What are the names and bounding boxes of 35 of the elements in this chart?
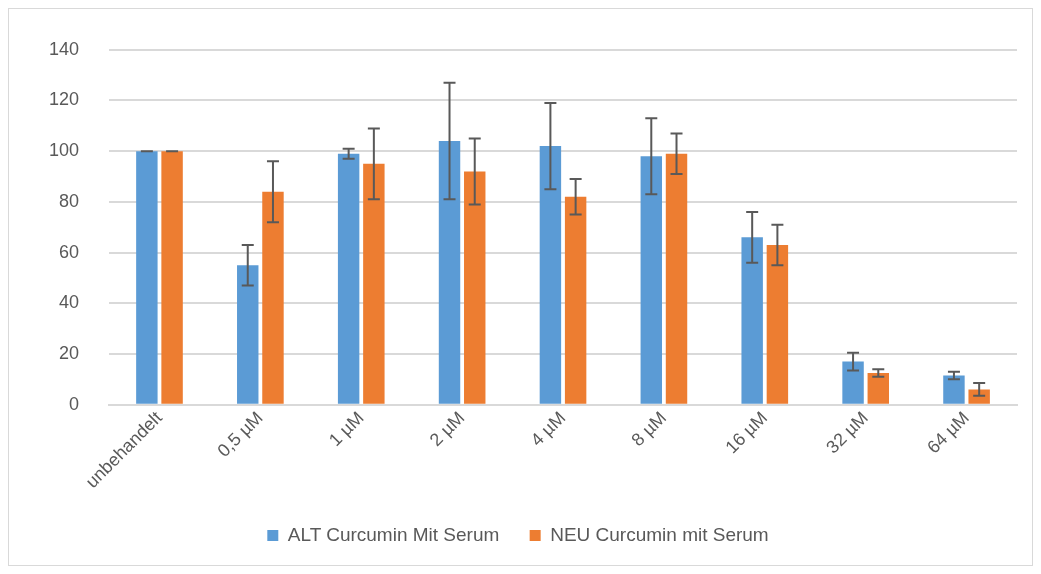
x-tick-label: 32 µM [822, 407, 873, 458]
x-tick-label: 4 µM [526, 407, 570, 451]
bar [564, 196, 587, 404]
bar [943, 375, 965, 404]
y-tick-label: 140 [48, 38, 80, 59]
bar [337, 153, 360, 404]
x-tick-label: 8 µM [627, 407, 671, 451]
bar [464, 171, 486, 404]
legend-label: NEU Curcumin mit Serum [550, 523, 769, 545]
y-tick-label: 60 [59, 241, 80, 262]
bar [867, 372, 889, 404]
y-tick-label: 120 [48, 89, 80, 110]
bar [363, 163, 385, 404]
bar [237, 265, 259, 404]
x-tick-label: 2 µM [425, 407, 469, 451]
bar [262, 191, 284, 404]
bar [136, 151, 158, 404]
bar [161, 151, 183, 404]
bar [741, 237, 763, 404]
bar [438, 141, 461, 404]
y-tick-label: 80 [59, 190, 80, 211]
bar [766, 244, 789, 404]
x-tick-label: 64 µM [923, 407, 973, 458]
bar [665, 153, 688, 404]
y-tick-label: 0 [69, 393, 80, 414]
y-tick-label: 40 [59, 292, 80, 313]
x-tick-label: 1 µM [324, 407, 368, 451]
x-tick-label: 16 µM [721, 407, 772, 458]
bar [842, 361, 864, 404]
x-tick-label: 0,5 µM [213, 407, 267, 461]
y-tick-label: 20 [59, 342, 80, 363]
y-tick-label: 100 [48, 140, 80, 161]
bar [640, 156, 663, 404]
bar [539, 146, 562, 404]
legend-label: ALT Curcumin Mit Serum [287, 523, 500, 545]
